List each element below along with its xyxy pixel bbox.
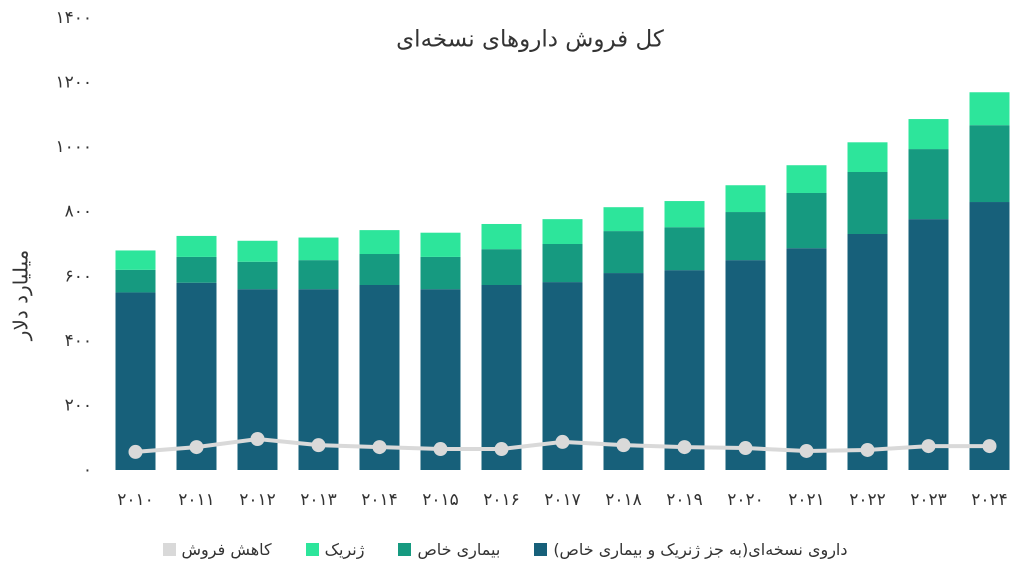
bar-segment	[359, 285, 400, 470]
legend: کاهش فروش ژنریک بیماری خاص داروی نسخه‌ای(به…	[0, 540, 1010, 559]
x-tick-label: ۲۰۱۳	[300, 490, 337, 510]
line-point	[555, 434, 570, 449]
y-tick-label: ۶۰۰	[65, 266, 92, 286]
y-tick-label: ۱۰۰۰	[55, 137, 92, 157]
line-point	[189, 440, 204, 455]
legend-label: ژنریک	[324, 540, 365, 559]
bar-segment	[359, 254, 400, 286]
bar-segment	[908, 149, 949, 220]
line-point	[799, 443, 814, 458]
bar-segment	[786, 192, 827, 249]
bar-segment	[420, 256, 461, 290]
line-point	[860, 442, 875, 457]
legend-swatch	[305, 543, 319, 556]
x-tick-label: ۲۰۲۲	[849, 490, 886, 510]
x-tick-label: ۲۰۱۲	[239, 490, 276, 510]
bar-segment	[664, 270, 705, 470]
y-tick-label: ۱۲۰۰	[55, 73, 92, 93]
bar-segment	[115, 250, 156, 270]
legend-label: بیماری خاص	[417, 540, 501, 559]
bar-segment	[908, 119, 949, 150]
line-point	[677, 440, 692, 455]
y-axis-label: میلیارد دلار	[9, 250, 33, 341]
bar-segment	[603, 231, 644, 274]
legend-item: کاهش فروش	[162, 540, 272, 559]
bar-segment	[176, 256, 217, 283]
x-tick-label: ۲۰۲۳	[910, 490, 947, 510]
y-tick-label: ۴۰۰	[65, 331, 92, 351]
x-tick-label: ۲۰۱۰	[117, 490, 154, 510]
bar-segment	[664, 227, 705, 271]
x-tick-label: ۲۰۱۸	[605, 490, 642, 510]
bar-segment	[481, 285, 522, 470]
legend-swatch	[398, 543, 412, 556]
y-tick-label: ۲۰۰	[65, 395, 92, 415]
bar-segment	[969, 125, 1010, 203]
bar-segment	[359, 230, 400, 255]
x-tick-label: ۲۰۱۶	[483, 490, 520, 510]
legend-item: ژنریک	[305, 540, 365, 559]
line-point	[433, 442, 448, 457]
line-point	[616, 438, 631, 453]
legend-item: بیماری خاص	[398, 540, 500, 559]
legend-label: کاهش فروش	[181, 540, 272, 559]
bar-segment	[237, 261, 278, 290]
bar-segment	[847, 172, 888, 234]
bar-segment	[603, 273, 644, 470]
x-tick-label: ۲۰۲۱	[788, 490, 825, 510]
bar-segment	[603, 207, 644, 232]
bar-segment	[725, 212, 766, 261]
bar-segment	[725, 260, 766, 470]
y-tick-label: ۰	[83, 460, 92, 480]
x-tick-label: ۲۰۱۹	[666, 490, 703, 510]
bar-segment	[908, 219, 949, 470]
x-tick-label: ۲۰۱۱	[178, 490, 215, 510]
bar-segment	[847, 142, 888, 173]
x-tick-label: ۲۰۲۰	[727, 490, 764, 510]
legend-item: داروی نسخه‌ای(به جز ژنریک و بیماری خاص)	[534, 540, 847, 559]
bar-segment	[786, 165, 827, 193]
x-tick-label: ۲۰۱۵	[422, 490, 459, 510]
x-tick-label: ۲۰۲۴	[971, 490, 1008, 510]
bar-segment	[969, 92, 1010, 126]
line-point	[128, 444, 143, 459]
bar-segment	[969, 202, 1010, 470]
bar-segment	[725, 185, 766, 213]
line-point	[494, 442, 509, 457]
chart: کل فروش داروهای نسخه‌ای میلیارد دلار ۰ ۲۰…	[9, 8, 1010, 510]
legend-label: داروی نسخه‌ای(به جز ژنریک و بیماری خاص)	[553, 540, 848, 559]
chart-title: کل فروش داروهای نسخه‌ای	[396, 27, 664, 53]
bar-segment	[115, 269, 156, 293]
line-point	[738, 441, 753, 456]
line-point	[372, 440, 387, 455]
legend-swatch	[162, 543, 176, 556]
legend-swatch	[534, 543, 548, 556]
bar-segment	[237, 240, 278, 262]
bar-segment	[176, 282, 217, 470]
bar-segment	[542, 244, 583, 283]
bar-segment	[664, 201, 705, 228]
bar-segment	[786, 248, 827, 470]
bar-segment	[420, 232, 461, 257]
y-tick-label: ۱۴۰۰	[55, 8, 92, 28]
bar-segment	[542, 219, 583, 244]
bar-segment	[481, 223, 522, 250]
bar-segment	[847, 233, 888, 470]
y-tick-label: ۸۰۰	[65, 202, 92, 222]
x-tick-label: ۲۰۱۷	[544, 490, 581, 510]
x-tick-label: ۲۰۱۴	[361, 490, 398, 510]
bar-segment	[298, 260, 339, 290]
line-point	[982, 439, 997, 454]
bar-segment	[115, 292, 156, 470]
line-point	[921, 439, 936, 454]
bar-segment	[420, 289, 461, 470]
bar-segment	[481, 249, 522, 286]
line-point	[311, 438, 326, 453]
bar-segment	[176, 235, 217, 257]
line-point	[250, 432, 265, 447]
bar-segment	[298, 237, 339, 261]
